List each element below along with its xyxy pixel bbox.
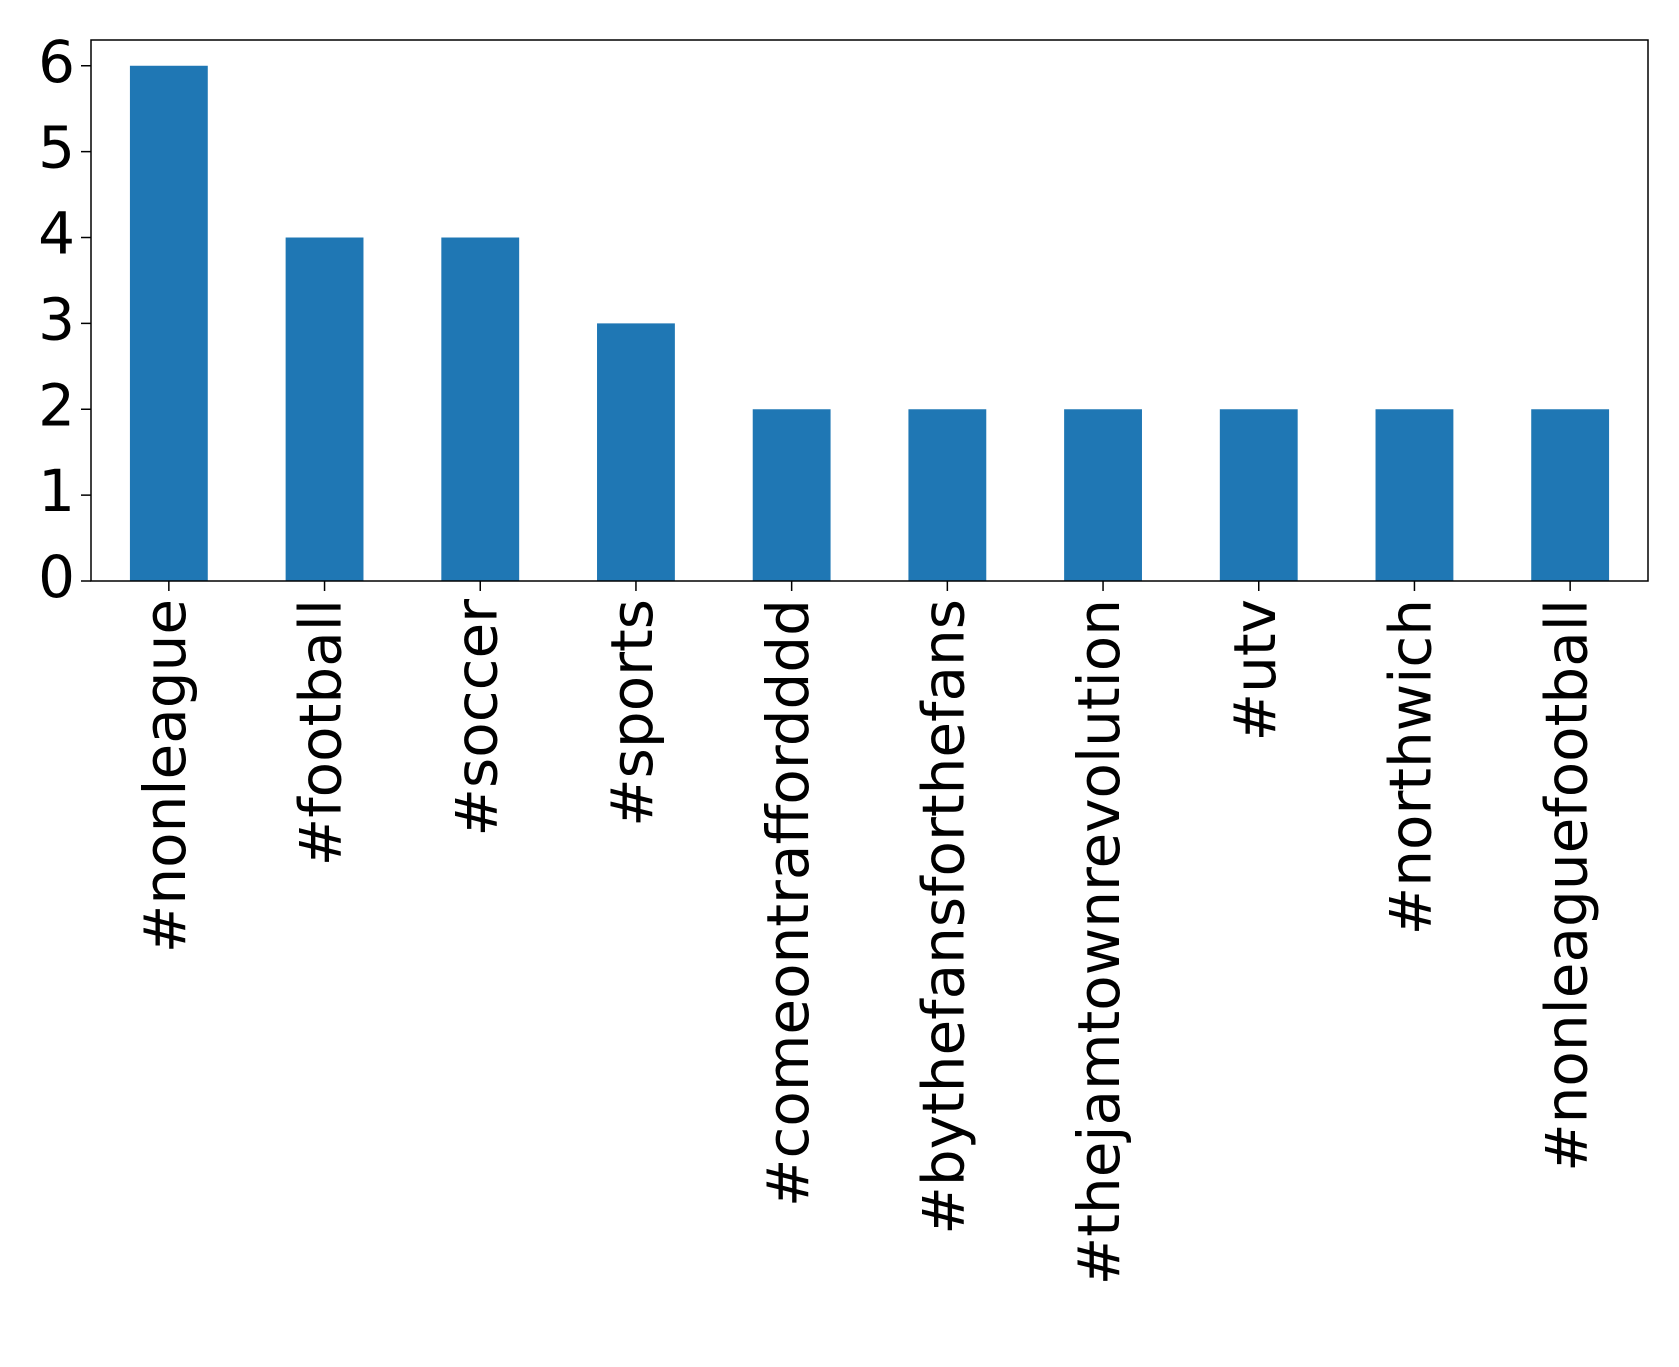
x-tick-label: #bythefansforthefans — [909, 599, 977, 1235]
y-tick-label: 3 — [38, 285, 75, 353]
x-tick-label: #sports — [598, 599, 666, 827]
bar — [285, 237, 364, 581]
x-tick-label: #thejamtownrevolution — [1065, 599, 1133, 1285]
bar — [441, 237, 520, 581]
plot-frame — [90, 39, 1649, 582]
x-tick-label: #nonleaguefootball — [1532, 599, 1600, 1172]
y-tick-label: 4 — [38, 200, 75, 268]
x-tick-label: #utv — [1221, 599, 1289, 741]
x-tick-label: #soccer — [442, 599, 510, 837]
bar — [1531, 409, 1610, 581]
y-tick-label: 6 — [38, 28, 75, 96]
bar — [1219, 409, 1298, 581]
x-tick-label: #comeontraffordddd — [754, 599, 822, 1207]
y-tick-label: 1 — [38, 457, 75, 525]
y-tick-label: 5 — [38, 114, 75, 182]
bar — [752, 409, 831, 581]
bar — [908, 409, 987, 581]
x-tick-label: #northwich — [1377, 599, 1445, 935]
bar — [597, 323, 675, 581]
y-tick-label: 2 — [38, 371, 75, 439]
bar — [129, 65, 208, 581]
y-tick-label: 0 — [38, 543, 75, 611]
x-tick-label: #football — [287, 599, 355, 866]
bar — [1375, 409, 1454, 581]
bar — [1064, 409, 1142, 581]
x-tick-label: #nonleague — [131, 599, 199, 953]
